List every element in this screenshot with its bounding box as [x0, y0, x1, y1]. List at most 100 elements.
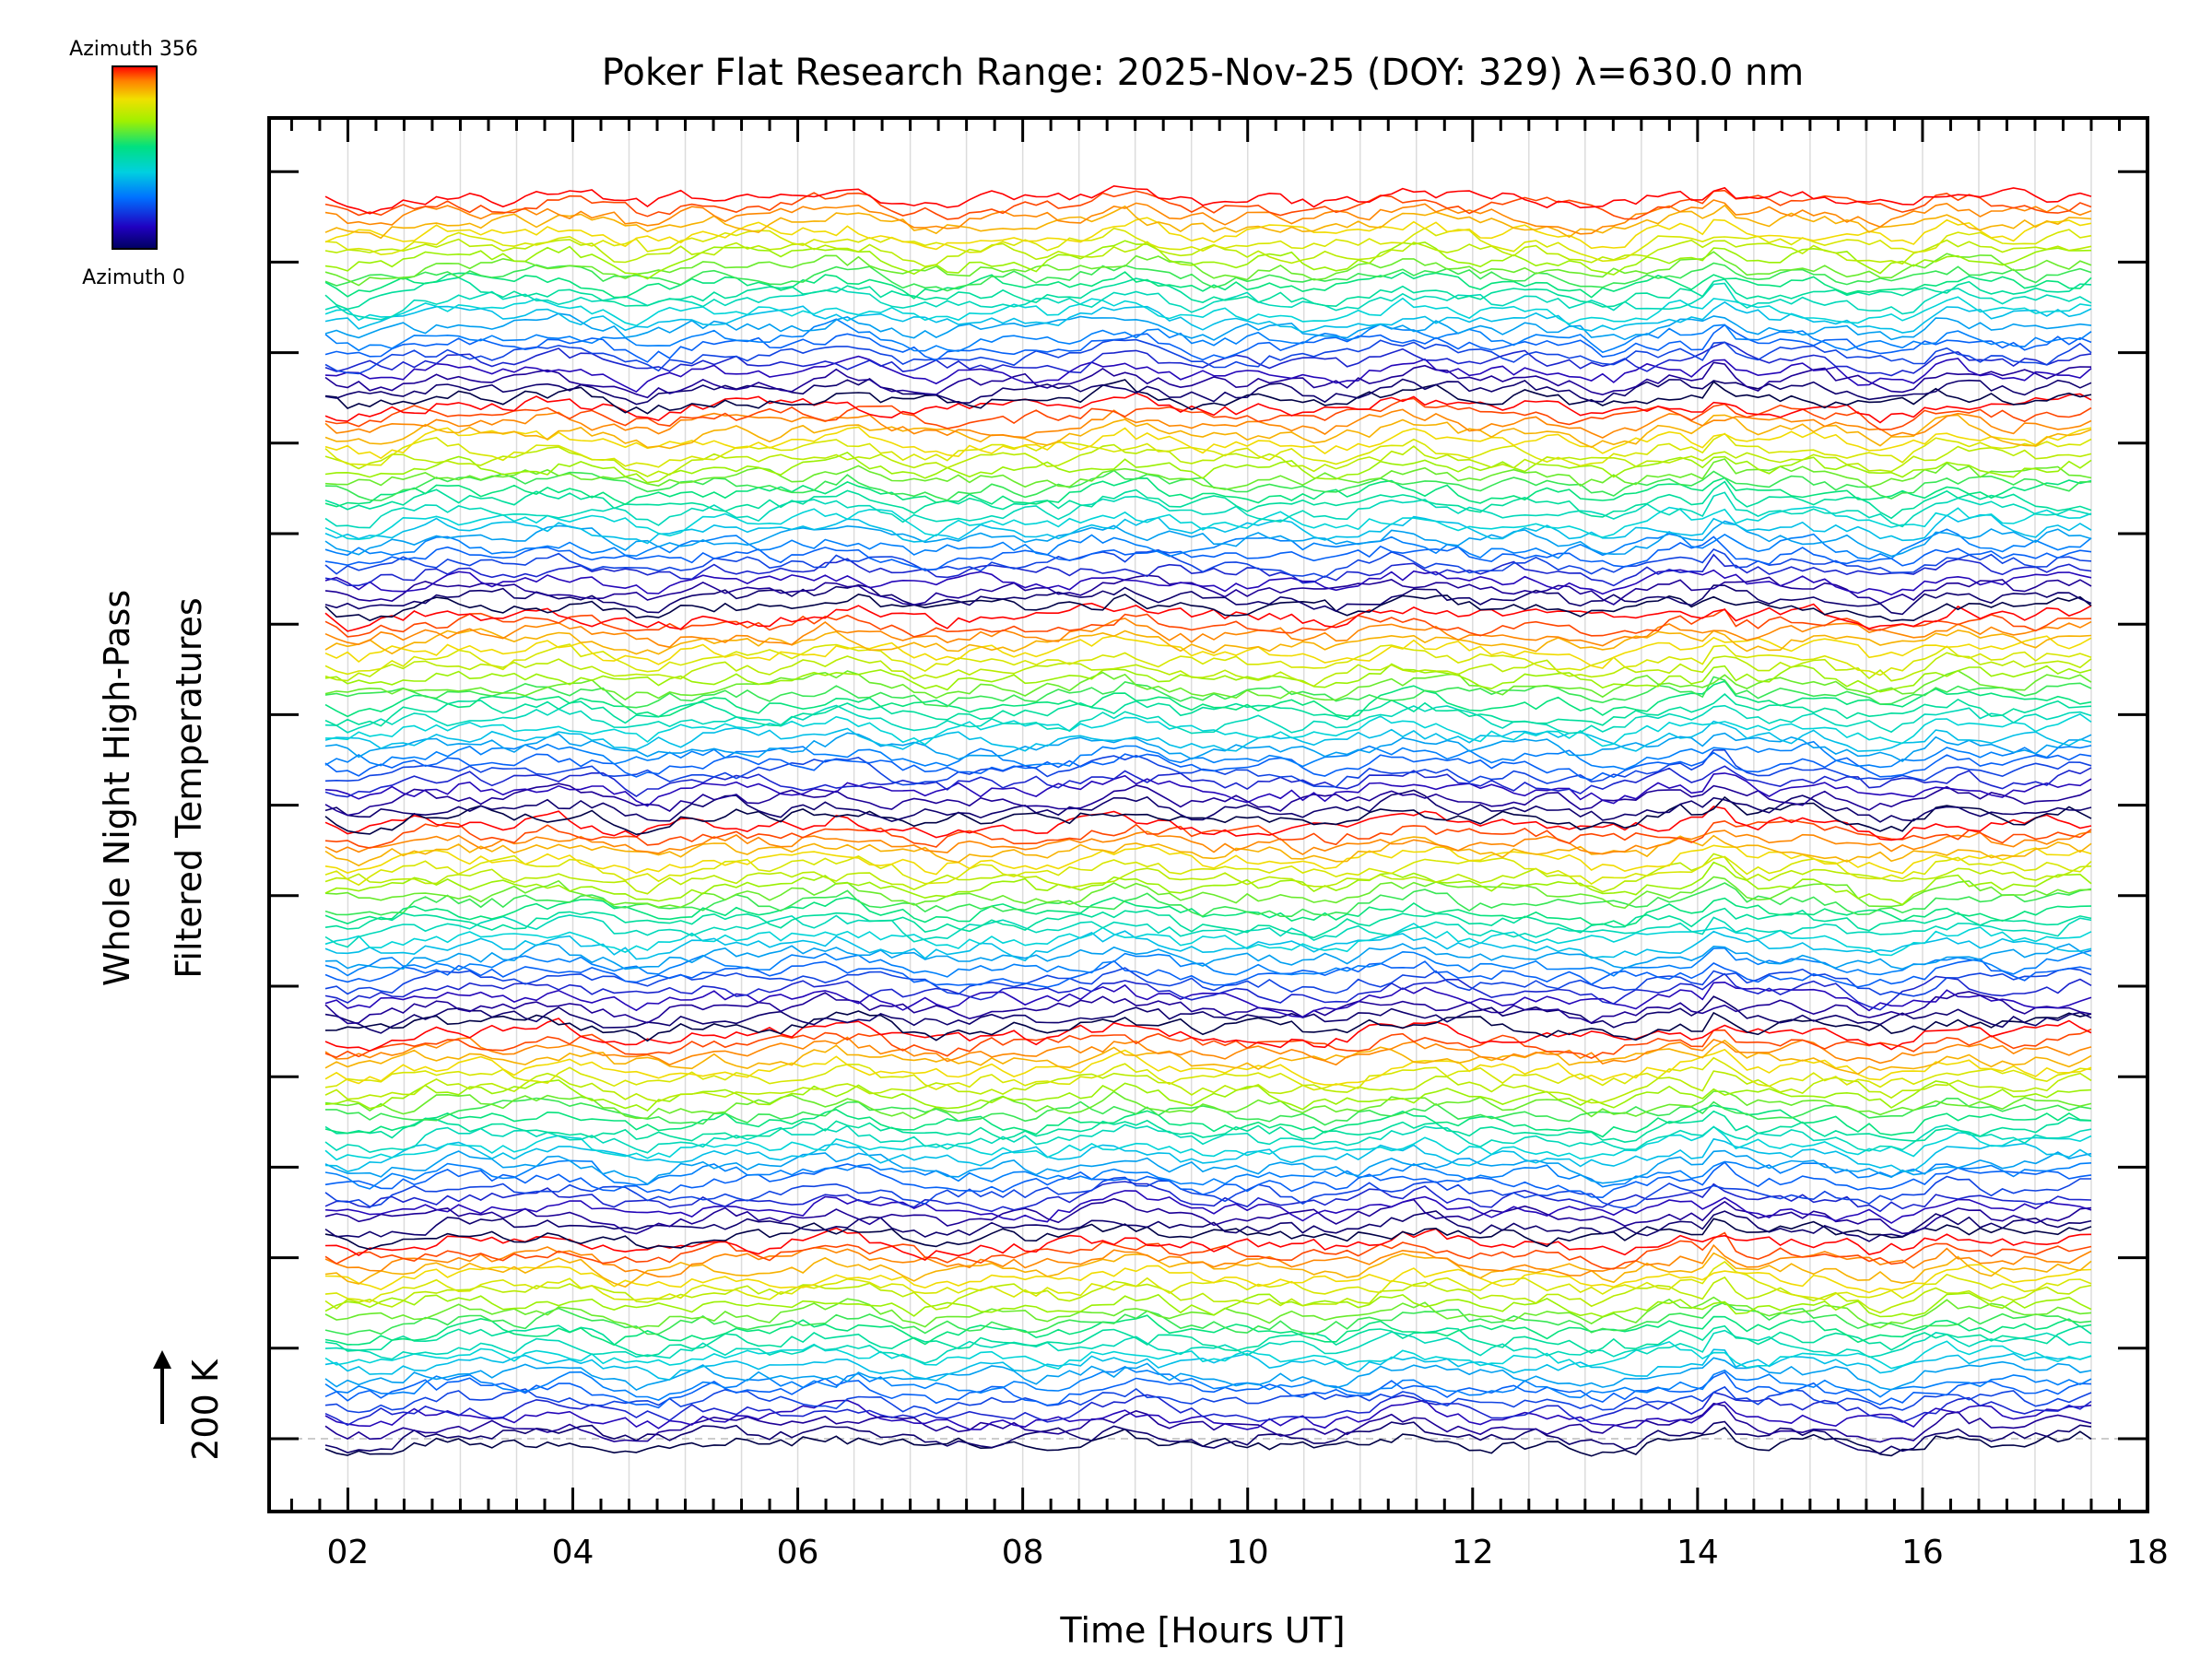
series-line: [324, 1190, 2092, 1224]
series-line: [324, 535, 2092, 571]
x-tick-label: 12: [1452, 1534, 1494, 1571]
series-line: [324, 1070, 2092, 1104]
series-line: [324, 414, 2092, 450]
series-line: [324, 312, 2092, 341]
series-line: [324, 1125, 2092, 1161]
series-line: [324, 834, 2092, 867]
series-line: [324, 923, 2092, 957]
series-line: [324, 1252, 2092, 1288]
series-line: [324, 765, 2092, 798]
series-line: [324, 853, 2092, 895]
series-line: [324, 271, 2092, 300]
series-line: [324, 491, 2092, 529]
series-line: [324, 1292, 2092, 1318]
series-line: [324, 1159, 2092, 1190]
series-line: [324, 882, 2092, 918]
series-line: [324, 238, 2092, 268]
series-line: [324, 618, 2092, 649]
series-line: [324, 607, 2092, 638]
series-line: [324, 1371, 2092, 1409]
series-line: [324, 1227, 2092, 1262]
series-line: [324, 772, 2092, 807]
series-line: [324, 1048, 2092, 1086]
series-line: [324, 426, 2092, 460]
series-line: [324, 942, 2092, 971]
series-line: [324, 397, 2092, 431]
series-line: [324, 276, 2092, 311]
series-line: [324, 1399, 2092, 1430]
series-line: [324, 704, 2092, 735]
series-line: [324, 693, 2092, 727]
series-line: [324, 443, 2092, 477]
axes: 02 04 06 08 10 12 14 16 18: [267, 116, 2169, 1571]
series-line: [324, 1231, 2092, 1270]
series-line: [324, 451, 2092, 484]
plot-frame: [267, 116, 2149, 1513]
series-line: [324, 806, 2092, 841]
series-line: [324, 751, 2092, 782]
series-line: [324, 296, 2092, 327]
series-line: [324, 602, 2092, 632]
series-line: [324, 480, 2092, 520]
series-line: [324, 1402, 2092, 1443]
series-line: [324, 1329, 2092, 1364]
series-line: [324, 251, 2092, 287]
series-line: [324, 574, 2092, 606]
series-line: [324, 1391, 2092, 1427]
x-tick-label: 16: [1901, 1534, 1944, 1571]
series-line: [324, 1161, 2092, 1199]
series-line: [324, 378, 2092, 406]
scale-marker-label: 200 K: [185, 1359, 226, 1461]
series-line: [324, 712, 2092, 747]
series-line: [324, 795, 2092, 836]
series-line: [324, 1124, 2092, 1154]
series-line: [324, 958, 2092, 988]
series-line: [324, 355, 2092, 394]
series-line: [324, 628, 2092, 655]
x-tick-label: 14: [1677, 1534, 1719, 1571]
series-line: [324, 1324, 2092, 1358]
series-line: [324, 1426, 2092, 1457]
series-line: [324, 553, 2092, 587]
x-tick-label: 06: [777, 1534, 819, 1571]
series-line: [324, 528, 2092, 560]
series-line: [324, 1056, 2092, 1091]
scale-marker: 200 K: [153, 1350, 226, 1461]
series-line: [324, 635, 2092, 669]
series-line: [324, 1149, 2092, 1185]
series-line: [324, 1137, 2092, 1172]
series-line: [324, 1301, 2092, 1335]
series-line: [324, 914, 2092, 948]
series-line: [324, 981, 2092, 1018]
series-line: [324, 1357, 2092, 1392]
x-tick-label: 08: [1002, 1534, 1044, 1571]
series-line: [324, 189, 2092, 220]
series-line: [324, 324, 2092, 363]
series-line: [324, 569, 2092, 596]
series-line: [324, 1090, 2092, 1120]
colorbar-max-label: Azimuth 356: [69, 38, 198, 61]
series-line: [324, 1264, 2092, 1294]
series-line: [324, 1104, 2092, 1138]
series-line: [324, 217, 2092, 251]
series-line: [324, 1385, 2092, 1415]
series-line: [324, 1028, 2092, 1059]
series-line: [324, 199, 2092, 235]
series-line: [324, 967, 2092, 997]
series-line: [324, 930, 2092, 962]
x-tick-label: 10: [1227, 1534, 1269, 1571]
series-line: [324, 593, 2092, 622]
series-line: [324, 1243, 2092, 1278]
series-line: [324, 669, 2092, 701]
series-line: [324, 740, 2092, 771]
colorbar: [112, 65, 158, 250]
series-line: [324, 1079, 2092, 1112]
series-line: [324, 819, 2092, 849]
colorbar-min-label: Azimuth 0: [82, 266, 185, 289]
series-line: [324, 1314, 2092, 1347]
series-line: [324, 782, 2092, 817]
series-line: [324, 676, 2092, 709]
series-line: [324, 1218, 2092, 1251]
series-line: [324, 907, 2092, 939]
